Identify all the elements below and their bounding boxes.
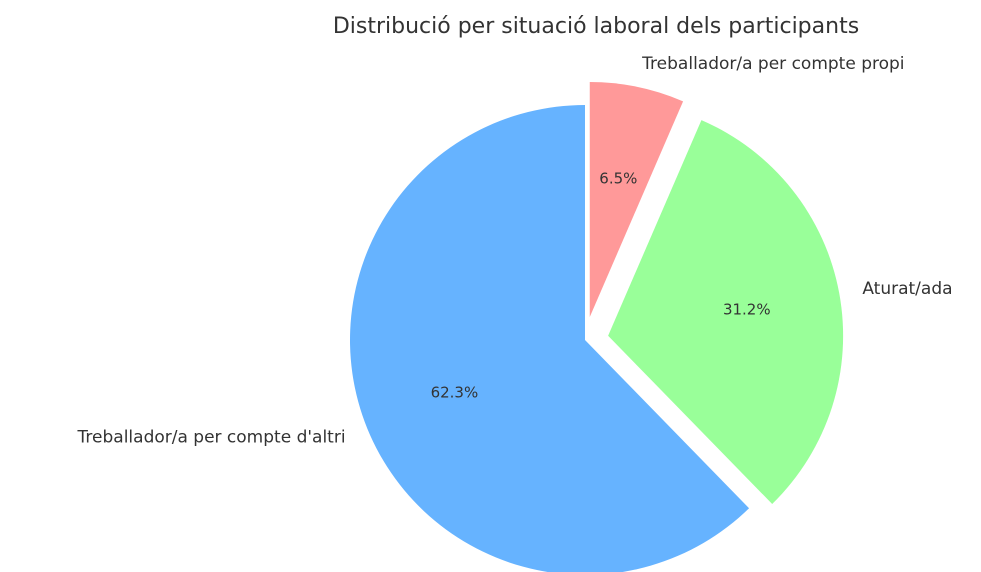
- value-label: 6.5%: [599, 169, 637, 187]
- pie-slice: [608, 120, 844, 504]
- pie-slice: [589, 81, 684, 317]
- slice-label: Treballador/a per compte d'altri: [77, 427, 346, 447]
- value-label: 31.2%: [723, 301, 771, 319]
- slice-label: Treballador/a per compte propi: [641, 54, 904, 74]
- slice-label: Aturat/ada: [862, 279, 952, 299]
- value-label: 62.3%: [431, 384, 479, 402]
- pie-slice: [350, 105, 750, 572]
- chart-title: Distribució per situació laboral dels pa…: [333, 14, 859, 39]
